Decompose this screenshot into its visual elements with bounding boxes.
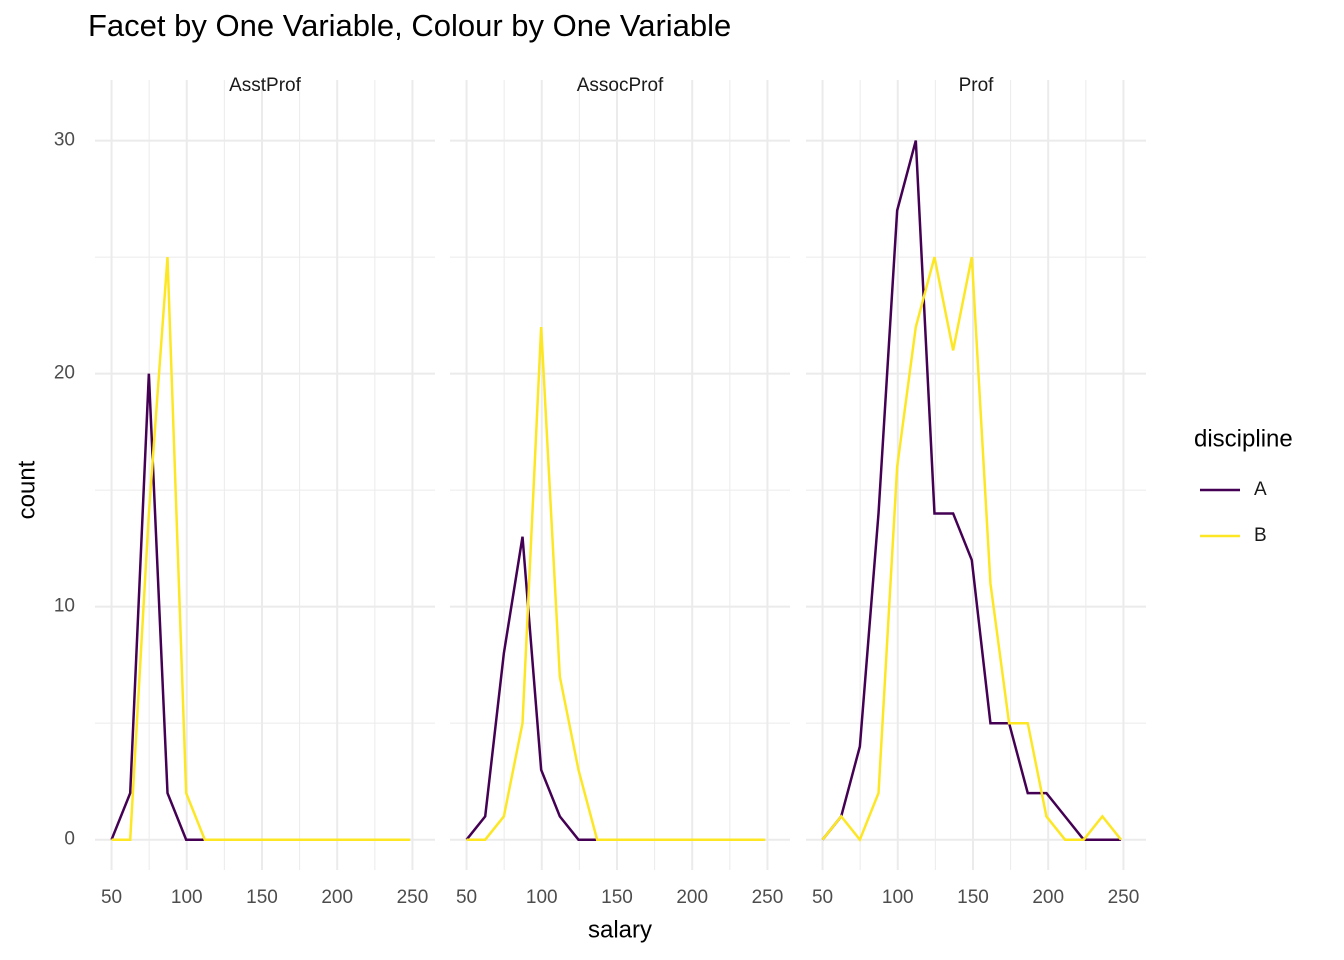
x-tick-label: 250 <box>1108 887 1140 908</box>
x-tick-label: 150 <box>957 887 989 908</box>
legend-label: A <box>1254 479 1267 500</box>
x-tick-label: 200 <box>321 887 353 908</box>
y-tick-label: 20 <box>54 363 75 384</box>
x-tick-label: 250 <box>752 887 784 908</box>
x-tick-label: 100 <box>526 887 558 908</box>
x-tick-label: 200 <box>1032 887 1064 908</box>
data-line <box>821 140 1122 841</box>
legend-title: discipline <box>1194 425 1293 452</box>
data-line <box>465 536 766 841</box>
y-tick-label: 10 <box>54 596 75 617</box>
x-tick-label: 50 <box>812 887 833 908</box>
facet-label: Prof <box>959 75 995 96</box>
y-tick-label: 0 <box>64 829 75 850</box>
x-axis-label: salary <box>588 916 652 943</box>
legend-label: B <box>1254 525 1267 546</box>
x-tick-label: 100 <box>882 887 914 908</box>
x-tick-label: 50 <box>456 887 477 908</box>
x-tick-label: 150 <box>601 887 633 908</box>
data-line <box>821 256 1123 843</box>
chart-title: Facet by One Variable, Colour by One Var… <box>88 8 731 43</box>
data-line <box>111 257 411 841</box>
x-tick-label: 200 <box>676 887 708 908</box>
y-axis-label: count <box>13 460 40 519</box>
x-tick-label: 100 <box>171 887 203 908</box>
x-tick-label: 150 <box>246 887 278 908</box>
x-tick-label: 50 <box>101 887 122 908</box>
facet-label: AsstProf <box>229 75 302 96</box>
facet-label: AssocProf <box>577 75 664 96</box>
x-tick-label: 250 <box>397 887 429 908</box>
y-tick-label: 30 <box>54 130 75 151</box>
data-line <box>466 326 766 841</box>
